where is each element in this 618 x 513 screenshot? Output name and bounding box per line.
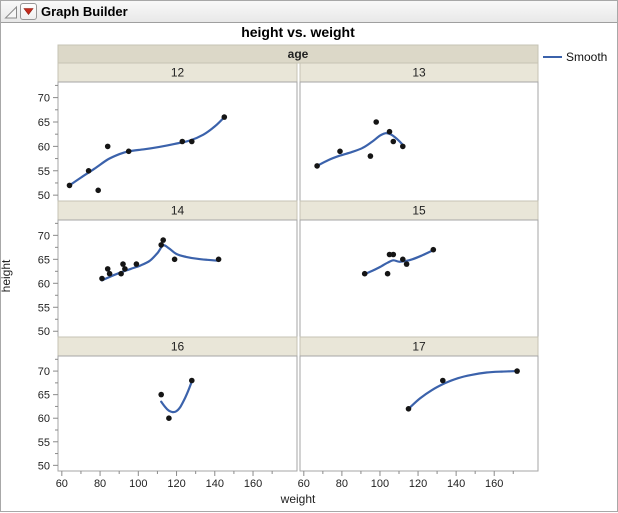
y-tick-label: 50 (38, 190, 50, 202)
data-point[interactable] (171, 256, 178, 263)
report-title: Graph Builder (41, 4, 128, 19)
data-point[interactable] (66, 182, 73, 189)
data-point[interactable] (314, 163, 320, 169)
data-point[interactable] (384, 270, 391, 277)
y-tick-label: 60 (38, 141, 50, 153)
data-point[interactable] (160, 237, 166, 243)
smooth-curve (363, 249, 435, 276)
plot-panel (57, 355, 298, 472)
data-point[interactable] (189, 138, 195, 145)
y-tick-label: 70 (38, 93, 50, 105)
data-point[interactable] (361, 270, 368, 277)
legend-label: Smooth (566, 50, 608, 64)
x-tick-label: 60 (298, 478, 310, 490)
y-tick-label: 70 (38, 366, 50, 378)
red-triangle-icon (23, 8, 34, 15)
data-point[interactable] (440, 377, 446, 384)
disclosure-triangle-icon[interactable] (4, 4, 18, 20)
data-point[interactable] (104, 143, 111, 150)
legend[interactable]: Smooth (543, 50, 607, 64)
x-tick-label: 120 (167, 478, 185, 490)
data-point[interactable] (221, 114, 228, 120)
facet-level-label: 17 (412, 340, 426, 354)
plot-panel (299, 81, 539, 202)
y-tick-label: 60 (38, 413, 50, 425)
plot-panel (299, 355, 539, 472)
data-point[interactable] (403, 261, 410, 267)
data-point[interactable] (215, 256, 222, 263)
facet-level-label: 16 (171, 340, 185, 354)
data-point[interactable] (386, 128, 393, 135)
y-tick-label: 70 (38, 230, 50, 242)
x-tick-label: 140 (447, 478, 465, 490)
data-point[interactable] (400, 143, 406, 150)
y-tick-label: 55 (38, 437, 50, 449)
x-tick-label: 160 (244, 478, 262, 490)
data-point[interactable] (390, 138, 397, 145)
x-tick-label: 100 (371, 478, 389, 490)
report-titlebar: Graph Builder (1, 1, 617, 23)
data-point[interactable] (118, 270, 124, 277)
smooth-curve (407, 370, 519, 410)
red-triangle-menu-button[interactable] (20, 3, 37, 20)
data-point[interactable] (166, 415, 172, 422)
facet-level-label: 12 (171, 66, 185, 80)
x-tick-label: 100 (129, 478, 147, 490)
x-tick-label: 80 (94, 478, 106, 490)
data-point[interactable] (430, 246, 437, 253)
facet-var-label: age (288, 47, 309, 61)
facet-var-strip (57, 44, 539, 64)
y-tick-label: 65 (38, 254, 50, 266)
data-point[interactable] (120, 261, 126, 267)
facet-level-label: 15 (412, 204, 426, 218)
smooth-curve (160, 380, 193, 414)
data-point[interactable] (106, 270, 113, 277)
data-point[interactable] (373, 119, 380, 125)
smooth-curve (68, 116, 226, 187)
x-tick-label: 160 (485, 478, 503, 490)
data-point[interactable] (514, 368, 520, 374)
x-tick-label: 120 (409, 478, 427, 490)
y-tick-label: 65 (38, 117, 50, 129)
data-point[interactable] (122, 266, 128, 272)
data-point[interactable] (133, 261, 140, 267)
y-tick-label: 55 (38, 166, 50, 178)
y-tick-label: 55 (38, 302, 50, 314)
data-point[interactable] (158, 242, 164, 248)
y-tick-label: 50 (38, 460, 50, 472)
data-point[interactable] (99, 275, 105, 282)
smooth-line-swatch (543, 56, 562, 58)
plot-panel (57, 81, 298, 202)
facet-level-label: 14 (171, 204, 185, 218)
data-point[interactable] (95, 187, 101, 194)
facet-level-label: 13 (412, 66, 426, 80)
x-tick-label: 140 (206, 478, 224, 490)
chart-title: height vs. weight (241, 24, 355, 40)
y-tick-label: 60 (38, 278, 50, 290)
data-point[interactable] (400, 256, 406, 263)
plot-panel (299, 219, 539, 338)
x-tick-label: 60 (56, 478, 68, 490)
x-tick-label: 80 (336, 478, 348, 490)
data-point[interactable] (367, 153, 374, 159)
data-point[interactable] (85, 168, 92, 174)
data-point[interactable] (189, 377, 195, 384)
data-point[interactable] (405, 406, 412, 412)
data-point[interactable] (158, 391, 164, 398)
y-tick-label: 65 (38, 390, 50, 402)
data-point[interactable] (104, 266, 111, 272)
data-point[interactable] (337, 148, 343, 155)
plot-panel (57, 219, 298, 338)
data-point[interactable] (125, 148, 132, 155)
data-point[interactable] (179, 138, 186, 145)
x-axis-title[interactable]: weight (280, 492, 316, 506)
data-point[interactable] (390, 251, 397, 258)
y-tick-label: 50 (38, 326, 50, 338)
smooth-curve (316, 132, 404, 167)
